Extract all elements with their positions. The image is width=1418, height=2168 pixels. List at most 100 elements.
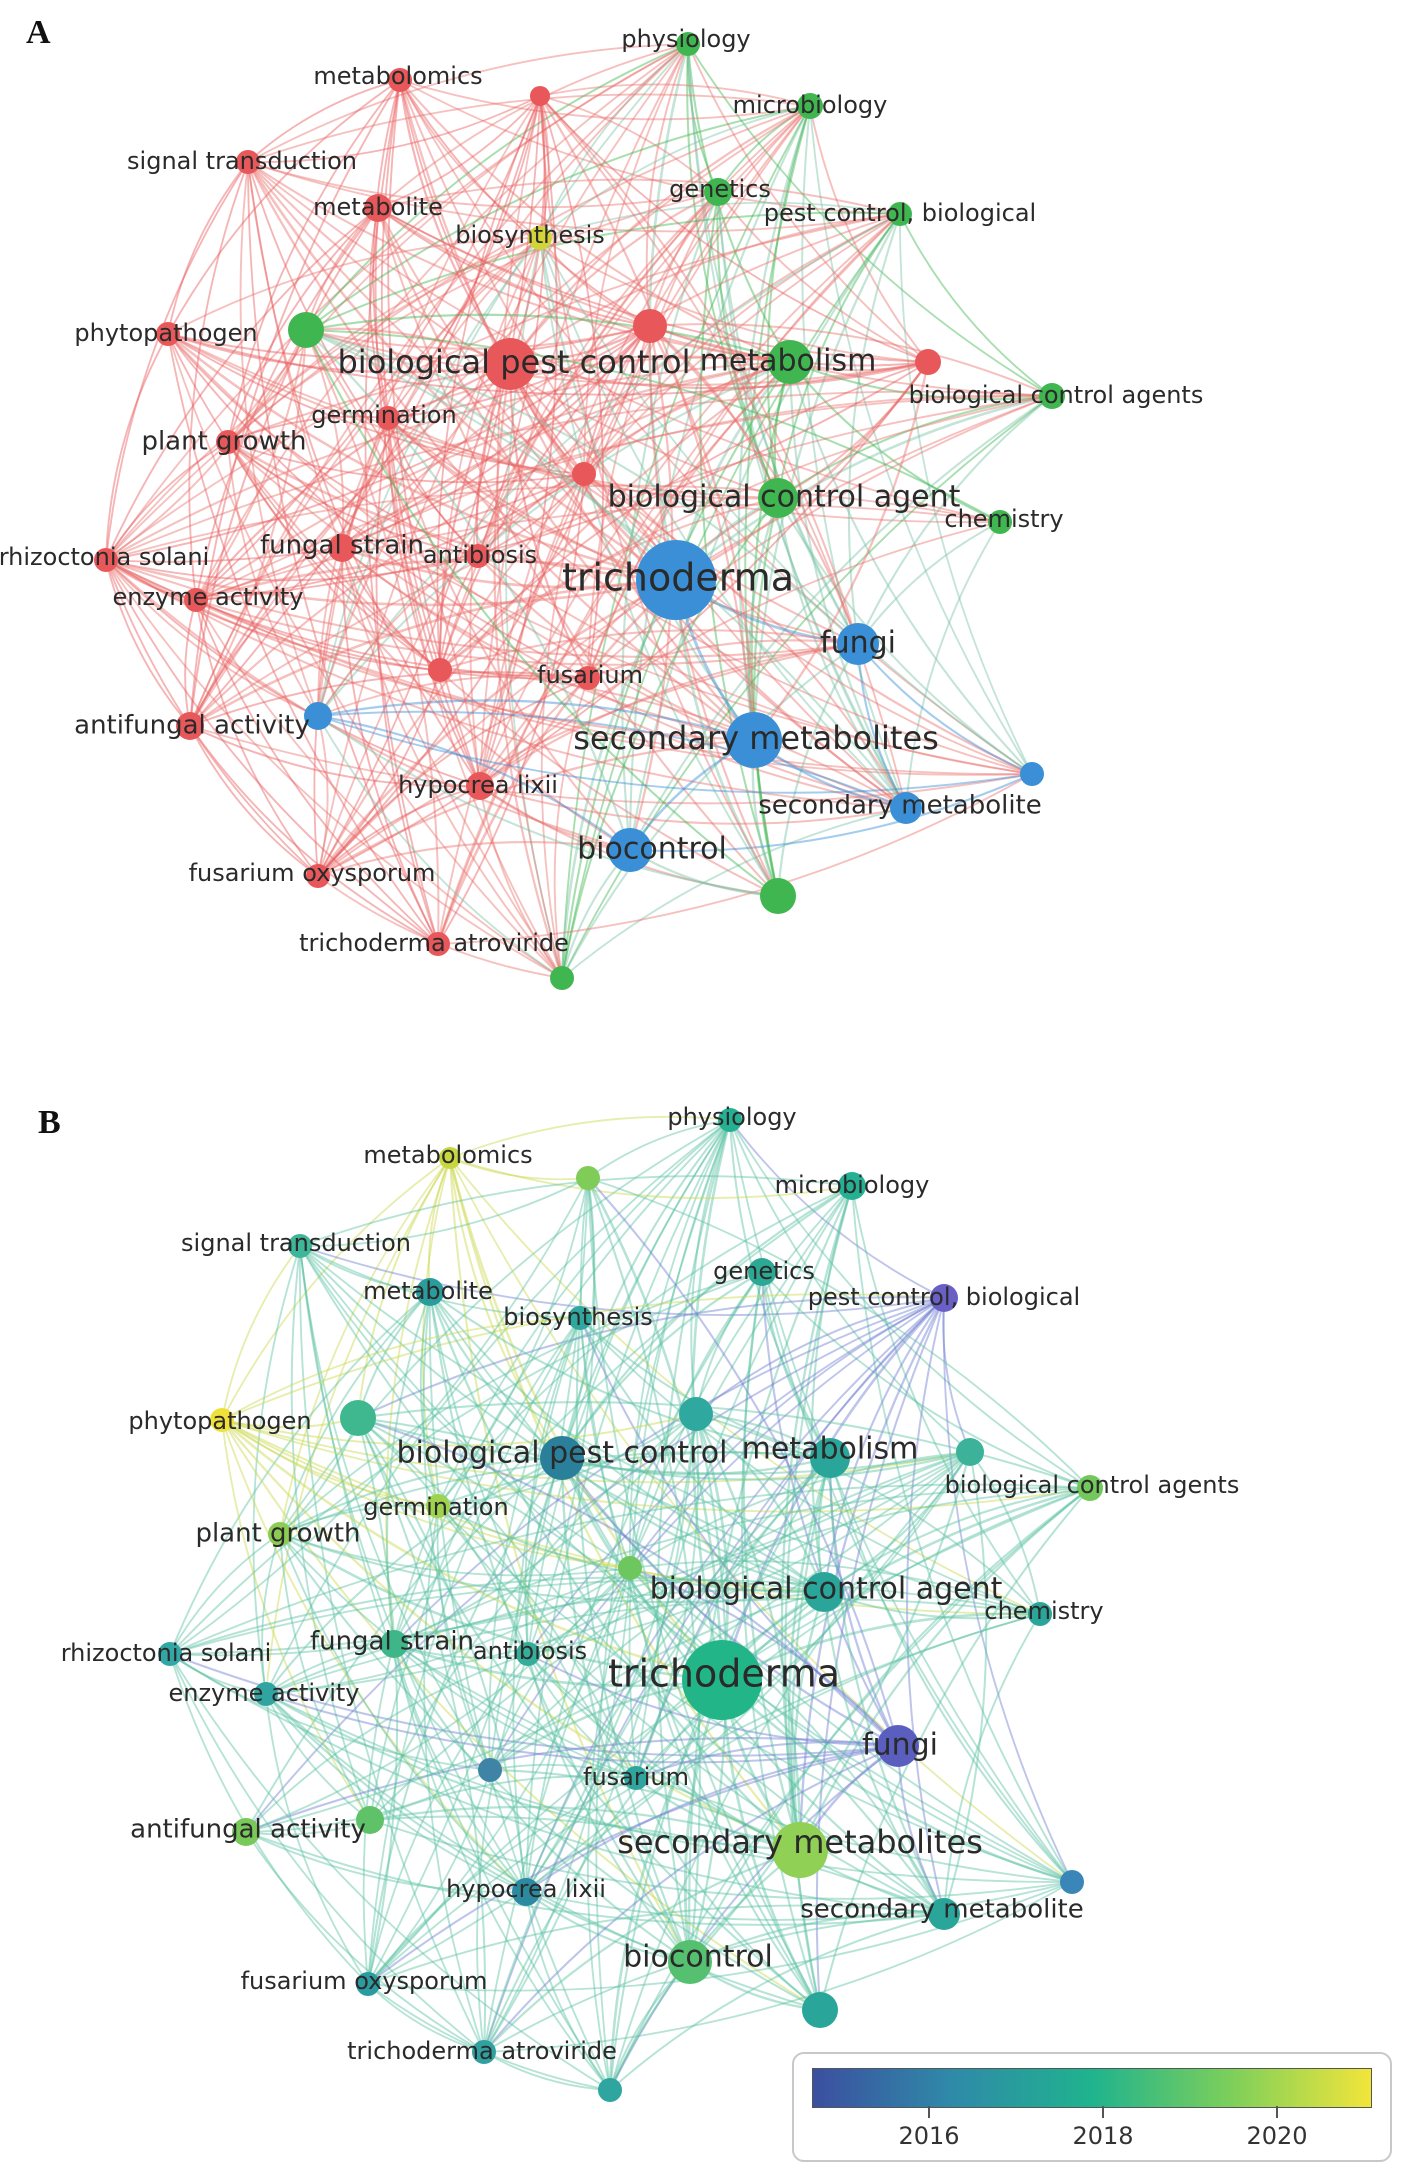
node-label-enzyme-activity: enzyme activity bbox=[168, 1679, 359, 1707]
network-edge bbox=[105, 161, 249, 561]
network-node-microbiology bbox=[797, 93, 823, 119]
network-edge bbox=[317, 237, 541, 717]
network-edge bbox=[436, 361, 791, 945]
network-edge bbox=[587, 1177, 701, 1963]
network-edge bbox=[189, 671, 589, 727]
network-node-biosynthesis bbox=[528, 226, 552, 250]
network-edge bbox=[377, 178, 901, 215]
network-edge bbox=[105, 559, 563, 979]
network-node-fungi bbox=[877, 1725, 919, 1767]
network-edge bbox=[317, 473, 585, 717]
network-edge bbox=[449, 1157, 1041, 1615]
network-edge bbox=[427, 1157, 451, 1293]
network-edge bbox=[169, 1653, 491, 1771]
network-edge bbox=[167, 333, 439, 945]
network-edge bbox=[393, 1642, 723, 1688]
network-edge bbox=[195, 360, 791, 601]
network-edge bbox=[105, 559, 191, 727]
network-edge bbox=[729, 1119, 1091, 1489]
network-node-fungal-strain bbox=[328, 534, 356, 562]
panel-a-label: A bbox=[26, 14, 51, 51]
network-edge bbox=[247, 43, 689, 163]
network-edge bbox=[525, 1119, 731, 1893]
network-edge bbox=[341, 43, 689, 549]
network-edge bbox=[265, 1643, 395, 1695]
node-label-fusarium-oxysporum: fusarium oxysporum bbox=[189, 859, 436, 887]
network-edge bbox=[367, 1769, 491, 1985]
network-edge bbox=[195, 473, 585, 601]
network-edge bbox=[341, 547, 755, 742]
network-edge bbox=[560, 579, 678, 979]
network-edge bbox=[167, 79, 401, 335]
network-edge bbox=[527, 1487, 1091, 1655]
network-edge bbox=[221, 1419, 801, 1852]
network-edge bbox=[105, 237, 541, 561]
network-edge bbox=[195, 559, 677, 602]
network-node-pest-control-biological bbox=[930, 1284, 958, 1312]
network-node-fungal-strain bbox=[380, 1630, 408, 1658]
node-label-antifungal-activity: antifungal activity bbox=[130, 1815, 366, 1845]
network-edge bbox=[828, 1457, 945, 1915]
network-edge bbox=[167, 161, 249, 335]
network-edge bbox=[899, 213, 1033, 775]
network-edge bbox=[649, 325, 860, 645]
network-node-metabolomics bbox=[439, 1147, 461, 1169]
network-edge bbox=[943, 1613, 1041, 1915]
network-edge bbox=[483, 1297, 945, 2053]
node-label-biocontrol: biocontrol bbox=[623, 1940, 773, 1975]
node-label-biological-pest-control: biological pest control bbox=[397, 1436, 728, 1471]
network-edge bbox=[587, 361, 791, 679]
network-node-chemistry bbox=[988, 510, 1012, 534]
network-edge bbox=[105, 559, 589, 679]
network-edge bbox=[689, 1451, 972, 1963]
network-edge bbox=[752, 213, 901, 741]
network-edge bbox=[279, 1533, 637, 1779]
network-edge bbox=[393, 1643, 611, 2091]
node-label-rhizoctonia-solani: rhizoctonia solani bbox=[0, 543, 209, 571]
network-edge bbox=[393, 1457, 563, 1645]
network-edge bbox=[169, 1271, 763, 1655]
network-edge bbox=[279, 1533, 821, 2011]
network-edge bbox=[247, 79, 401, 163]
network-edge bbox=[788, 361, 907, 809]
network-edge bbox=[386, 1291, 431, 1645]
network-edge bbox=[227, 237, 541, 443]
node-label-biosynthesis: biosynthesis bbox=[503, 1303, 653, 1331]
network-edge bbox=[227, 79, 401, 443]
network-edge bbox=[195, 599, 1033, 776]
network-edge bbox=[393, 1643, 1073, 1883]
network-edge bbox=[525, 1891, 611, 2091]
network-edge bbox=[305, 329, 929, 387]
network-edge bbox=[341, 237, 541, 549]
network-edge bbox=[815, 1297, 945, 2011]
network-edge bbox=[189, 43, 689, 727]
node-label-antibiosis: antibiosis bbox=[423, 541, 537, 569]
network-node-trichoderma bbox=[682, 1640, 762, 1720]
network-edge bbox=[367, 1567, 631, 1985]
network-edge bbox=[169, 1653, 945, 1915]
network-edge bbox=[621, 191, 720, 851]
node-label-biocontrol: biocontrol bbox=[577, 832, 727, 867]
network-edge bbox=[299, 1245, 527, 1893]
network-edge bbox=[399, 79, 791, 363]
network-node-signal-transduction bbox=[236, 150, 260, 174]
network-edge bbox=[579, 1317, 899, 1747]
network-edge bbox=[357, 1416, 825, 1593]
network-node-metabolomics bbox=[388, 68, 412, 92]
network-node-phytopathogen bbox=[156, 322, 180, 346]
network-edge bbox=[357, 1417, 971, 1475]
network-edge bbox=[367, 1653, 529, 1985]
network-edge bbox=[737, 105, 812, 741]
network-edge bbox=[377, 207, 651, 327]
network-edge bbox=[525, 1271, 763, 1893]
network-node-hypocrea-lixii bbox=[512, 1878, 540, 1906]
network-edge bbox=[583, 473, 907, 809]
node-label-signal-transduction: signal transduction bbox=[181, 1229, 411, 1257]
network-edge bbox=[265, 1589, 825, 1695]
node-label-hypocrea-lixii: hypocrea lixii bbox=[446, 1875, 606, 1903]
network-edge bbox=[221, 1419, 825, 1594]
network-edge bbox=[227, 441, 779, 897]
network-edge bbox=[247, 161, 1001, 523]
network-edge bbox=[579, 1317, 1041, 1615]
network-edge bbox=[899, 213, 1053, 397]
